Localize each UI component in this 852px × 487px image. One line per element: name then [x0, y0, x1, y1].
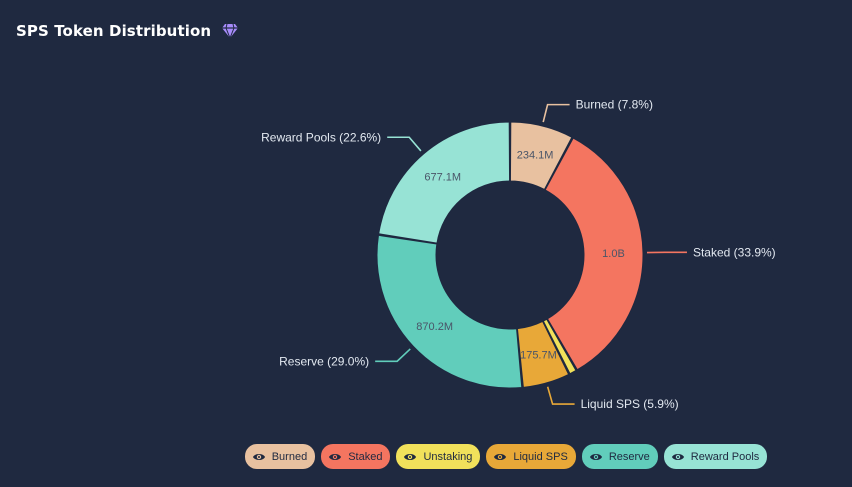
slice-arc-label-reward-pools: Reward Pools (22.6%) — [261, 130, 381, 144]
legend-item-burned[interactable]: Burned — [244, 444, 316, 469]
slice-value-label-reserve: 870.2M — [416, 321, 453, 333]
legend-label: Burned — [271, 450, 308, 463]
slice-leader-line-reserve — [375, 348, 411, 363]
chart-title: SPS Token Distribution — [16, 22, 212, 40]
slice-unstaking[interactable] — [542, 318, 577, 375]
slice-arc-label-liquid-sps: Liquid SPS (5.9%) — [581, 397, 679, 411]
slice-leader-line-reward-pools — [387, 136, 422, 152]
legend-item-reward-pools[interactable]: Reward Pools — [663, 444, 768, 469]
legend-item-staked[interactable]: Staked — [321, 444, 391, 469]
eye-icon — [329, 453, 342, 460]
legend-item-reserve[interactable]: Reserve — [581, 444, 658, 469]
slice-value-label-burned: 234.1M — [517, 150, 554, 162]
diamond-gem-icon — [222, 23, 239, 39]
legend-label: Staked — [348, 450, 383, 463]
legend-label: Reward Pools — [690, 450, 760, 463]
slice-arc-label-burned: Burned (7.8%) — [576, 98, 653, 112]
legend-label: Liquid SPS — [513, 450, 568, 463]
chart-legend: Burned Staked Unstaking Liquid SPS Reserve Re… — [0, 444, 852, 469]
slice-liquid-sps[interactable] — [516, 320, 570, 388]
slice-burned[interactable] — [509, 121, 573, 191]
chart-header: SPS Token Distribution — [16, 22, 239, 40]
eye-icon — [404, 453, 417, 460]
eye-icon — [494, 453, 507, 460]
eye-icon — [589, 453, 602, 460]
legend-label: Unstaking — [423, 450, 473, 463]
slice-value-label-staked: 1.0B — [602, 248, 625, 260]
legend-item-unstaking[interactable]: Unstaking — [396, 444, 481, 469]
eye-icon — [671, 453, 684, 460]
slice-value-label-liquid-sps: 175.7M — [520, 350, 557, 362]
slice-value-label-reward-pools: 677.1M — [424, 171, 461, 183]
slice-reward-pools[interactable] — [378, 121, 511, 244]
slice-arc-label-reserve: Reserve (29.0%) — [279, 354, 369, 368]
eye-icon — [252, 453, 265, 460]
donut-chart: 234.1M Burned (7.8%) 1.0B Staked (33.9%) 175… — [261, 98, 776, 411]
legend-item-liquid-sps[interactable]: Liquid SPS — [486, 444, 576, 469]
slice-leader-line-burned — [542, 103, 570, 123]
slice-leader-line-liquid-sps — [546, 386, 575, 405]
slice-staked[interactable] — [544, 137, 644, 371]
legend-label: Reserve — [608, 450, 650, 463]
slice-reserve[interactable] — [376, 234, 523, 389]
slice-arc-label-staked: Staked (33.9%) — [693, 245, 776, 259]
